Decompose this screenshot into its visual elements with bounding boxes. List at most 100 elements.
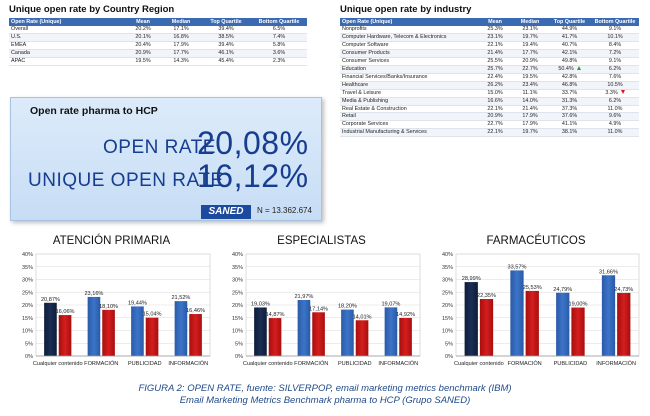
table-cell: 2.3% — [251, 57, 307, 66]
bar-secondary — [268, 318, 282, 356]
x-category-label: FORMACIÓN — [84, 360, 118, 367]
y-tick-label: 10% — [22, 329, 33, 335]
data-label: 20,87% — [41, 297, 60, 303]
table-cell: 17.7% — [512, 49, 548, 58]
table-cell: 17.7% — [161, 49, 201, 58]
chart-especialistas-plot: 0% 5% 10% 15% 20% 25% 30% 35% 40% 19,03% 14,87% Cua… — [232, 252, 421, 367]
table-cell: 41.7% — [548, 33, 591, 42]
table-cell: 21.4% — [478, 49, 512, 58]
table-cell: 37.3% — [548, 105, 591, 114]
industry-table-body: Nonprofits 25.3% 23.1% 44.9% 9.1% Computer Ha… — [340, 26, 639, 138]
bar-primary — [44, 302, 57, 356]
table-cell: 25.7% — [478, 65, 512, 74]
bar-secondary — [571, 307, 585, 356]
table-cell: 5.8% — [251, 41, 307, 50]
table-cell: 19.5% — [125, 57, 161, 66]
table-cell: 23.1% — [512, 26, 548, 34]
table-cell: 16.6% — [478, 97, 512, 106]
bar-secondary — [145, 317, 159, 356]
bar-primary — [384, 307, 398, 356]
column-header: Bottom Quartile — [591, 18, 639, 26]
chart-title: ESPECIALISTAS — [277, 235, 366, 247]
table-cell: Financial Services/Banks/Insurance — [340, 73, 478, 82]
y-tick-label: 20% — [442, 303, 453, 309]
table-cell: Overall — [9, 26, 125, 34]
bar-primary — [510, 270, 524, 356]
table-cell: 25.5% — [478, 57, 512, 66]
trend-up-icon — [576, 65, 581, 70]
table-cell: Computer Software — [340, 41, 478, 50]
country-row: Canada 20.9% 17.7% 46.1% 3.6% — [9, 49, 307, 58]
figure-caption-line-1: FIGURA 2: OPEN RATE, fuente: SILVERPOP, … — [138, 383, 512, 394]
x-category-label: FORMACIÓN — [508, 360, 542, 367]
table-cell: 19.7% — [512, 128, 548, 138]
data-label: 33,57% — [507, 264, 526, 270]
data-label: 19,07% — [381, 301, 400, 307]
sample-size: N = 13.362.674 — [257, 206, 312, 215]
table-cell: 38.1% — [548, 128, 591, 138]
data-label: 21,97% — [294, 294, 313, 300]
table-cell: Corporate Services — [340, 120, 478, 130]
table-cell: 26.2% — [478, 81, 512, 90]
table-cell: Consumer Services — [340, 57, 478, 66]
column-header: Open Rate (Unique) — [9, 18, 125, 26]
bar-secondary — [189, 314, 202, 356]
y-tick-label: 15% — [22, 316, 33, 322]
table-cell: 39.4% — [201, 41, 251, 50]
data-label: 25,53% — [523, 285, 542, 291]
column-header: Median — [512, 18, 548, 26]
chart-especialistas: ESPECIALISTAS 0% 5% 10% 15% 20% 25% 30% 35% 40% 1… — [220, 234, 423, 370]
table-cell: 11.1% — [512, 89, 548, 98]
table-cell: 16.8% — [161, 33, 201, 42]
data-label: 14,87% — [266, 312, 285, 318]
table-cell: 10.5% — [591, 81, 639, 90]
y-tick-label: 15% — [442, 316, 453, 322]
table-cell: 37.6% — [548, 112, 591, 122]
column-header: Median — [161, 18, 201, 26]
bar-secondary — [312, 312, 325, 356]
table-cell: 33.7% — [548, 89, 591, 98]
country-row: APAC 19.5% 14.3% 45.4% 2.3% — [9, 57, 307, 66]
data-label: 23,16% — [84, 291, 103, 297]
column-header: Top Quartile — [201, 18, 251, 26]
y-tick-label: 35% — [22, 265, 33, 271]
chart-title: ATENCIÓN PRIMARIA — [52, 235, 171, 247]
y-tick-label: 15% — [232, 316, 243, 322]
bar-primary — [556, 292, 570, 356]
y-tick-label: 35% — [442, 265, 453, 271]
industry-row: Travel & Leisure 15.0% 11.1% 33.7% 3.3% — [340, 89, 639, 98]
table-cell: Nonprofits — [340, 26, 478, 34]
industry-row: Financial Services/Banks/Insurance 22.4% 1… — [340, 73, 639, 82]
country-row: Overall 20.2% 17.1% 39.4% 6.5% — [9, 26, 307, 34]
industry-row: Consumer Services 25.5% 20.9% 49.8% 9.1% — [340, 57, 639, 66]
table-cell: 22.1% — [478, 128, 512, 138]
bar-secondary — [58, 315, 72, 356]
table-cell: 20.9% — [478, 112, 512, 122]
data-label: 17,14% — [309, 306, 328, 312]
table-cell: 42.8% — [548, 73, 591, 82]
table-cell: APAC — [9, 57, 125, 66]
bar-primary — [131, 306, 144, 356]
y-tick-label: 10% — [442, 329, 453, 335]
data-label: 31,66% — [599, 269, 618, 275]
x-category-label: PUBLICIDAD — [338, 361, 372, 367]
data-label: 24,79% — [553, 287, 572, 293]
table-cell: 22.4% — [478, 73, 512, 82]
chart-farmaceuticos-plot: 0% 5% 10% 15% 20% 25% 30% 35% 40% 28,99% 22,35% Cua… — [442, 252, 640, 367]
x-category-label: INFORMACIÓN — [168, 360, 208, 367]
industry-row: Retail 20.9% 17.9% 37.6% 9.6% — [340, 112, 639, 122]
industry-row: Corporate Services 22.7% 17.9% 41.1% 4.9% — [340, 120, 639, 130]
table-cell: 15.0% — [478, 89, 512, 98]
saned-logo: SANED — [201, 205, 251, 219]
pharma-open-rate-panel: Open rate pharma to HCP OPEN RATE 20,08%… — [10, 97, 322, 221]
table-cell: 22.7% — [512, 65, 548, 74]
bar-secondary — [102, 309, 115, 356]
table-cell: 19.7% — [512, 33, 548, 42]
column-header: Bottom Quartile — [251, 18, 307, 26]
x-category-label: FORMACIÓN — [294, 360, 328, 367]
chart-atencion-primaria: ATENCIÓN PRIMARIA 0% 5% 10% 15% 20% 25% 30% 35%… — [10, 234, 213, 370]
data-label: 22,35% — [477, 293, 496, 299]
data-label: 15,04% — [143, 312, 162, 318]
column-header: Mean — [478, 18, 512, 26]
bar-primary — [601, 275, 616, 356]
